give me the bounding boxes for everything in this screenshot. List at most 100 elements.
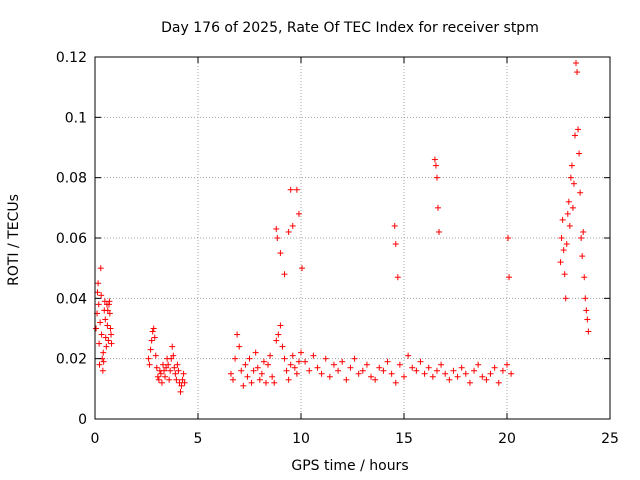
data-point [180,370,187,377]
data-point [570,180,577,187]
data-point [421,370,428,377]
plot-border [94,56,611,420]
data-point [582,295,589,302]
data-point [302,358,309,365]
data-point [161,367,168,374]
data-point [107,325,114,332]
data-point [584,316,591,323]
y-tick-label: 0.02 [56,352,87,368]
data-point [145,355,152,362]
data-point [254,364,261,371]
data-point [236,343,243,350]
chart-title: Day 176 of 2025, Rate Of TEC Index for r… [161,20,539,36]
data-point [561,271,568,278]
data-point [176,379,183,386]
data-point [571,132,578,139]
data-point [376,364,383,371]
data-point [234,331,241,338]
data-point [372,376,379,383]
data-point [179,376,186,383]
data-point [475,361,482,368]
data-point [293,370,300,377]
data-point [504,361,510,368]
data-point [432,162,439,169]
data-point [96,340,103,347]
data-point [244,373,251,380]
data-point [155,376,162,383]
data-point [150,325,157,332]
x-axis-label: GPS time / hours [291,458,408,474]
data-point [151,334,158,341]
data-point [256,376,263,383]
data-point [417,358,424,365]
data-point [339,358,346,365]
data-point [298,349,304,356]
y-tick-label: 0 [78,412,87,428]
y-tick-label: 0.04 [56,291,87,307]
data-point [267,352,274,359]
data-point [262,379,269,386]
data-point [577,189,584,196]
data-point [102,334,109,341]
data-point [396,361,403,368]
data-point [104,322,111,329]
data-point [108,331,115,338]
data-point [181,379,188,386]
data-point [335,367,342,374]
data-point [392,379,399,386]
data-point [355,370,362,377]
data-point [557,259,564,266]
data-point [454,373,461,380]
data-point [283,367,290,374]
data-point [178,382,185,389]
data-point [173,376,180,383]
data-point [174,361,181,368]
data-point [168,355,175,362]
data-point [149,328,156,335]
data-point [152,352,159,359]
data-point [581,274,588,281]
data-point [384,358,391,365]
data-point [425,364,432,371]
data-point [163,364,170,371]
y-axis-label: ROTI / TECUs [6,194,22,286]
data-point [281,355,288,362]
data-point [287,186,294,193]
data-point [273,337,280,344]
data-point [162,373,169,380]
data-point [573,60,580,67]
data-point [368,373,375,380]
data-point [499,367,506,374]
data-point [175,367,182,374]
data-point [505,235,512,241]
data-point [277,322,284,329]
data-point [166,376,173,383]
data-point [104,307,111,314]
data-point [159,361,166,368]
data-point [575,126,582,133]
data-point [170,352,177,359]
data-point [576,150,583,157]
x-tick-label: 20 [498,431,516,447]
y-tick-label: 0.1 [65,110,87,126]
y-tick-label: 0.06 [56,231,87,247]
x-tick-label: 10 [292,431,310,447]
data-point [578,235,585,241]
data-point [102,316,109,323]
data-point [172,370,179,377]
data-point [347,364,354,371]
data-point [289,222,296,229]
data-point [579,253,586,260]
data-point [388,370,395,377]
data-point [466,379,473,386]
data-point [240,382,247,389]
data-point [446,376,453,383]
data-point [568,162,575,169]
data-point [275,331,282,338]
data-point [258,370,265,377]
data-point [394,274,401,281]
data-point [242,361,249,368]
data-point [306,367,313,374]
data-point [508,370,515,377]
